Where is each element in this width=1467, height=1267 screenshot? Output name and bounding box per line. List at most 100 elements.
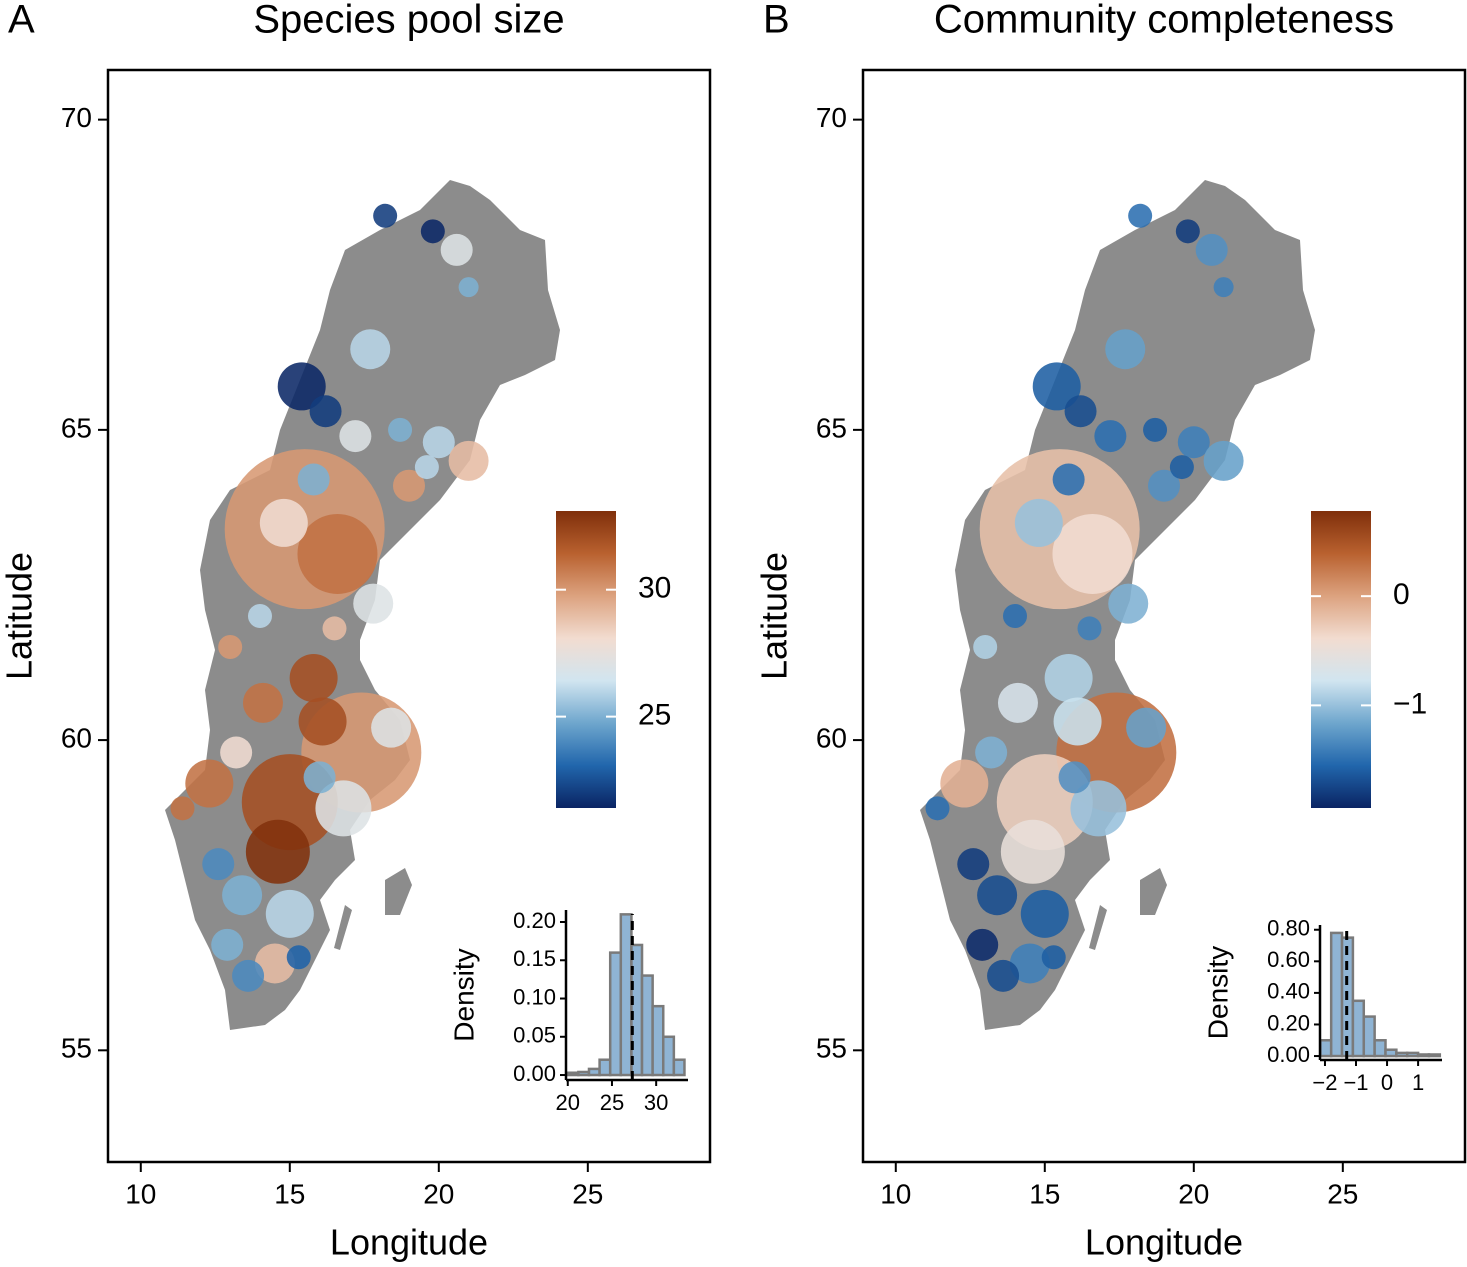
histogram-bar bbox=[566, 1071, 580, 1077]
site-point bbox=[242, 682, 283, 723]
site-point bbox=[373, 203, 398, 228]
site-point bbox=[297, 513, 378, 594]
site-point bbox=[388, 417, 413, 442]
site-point bbox=[1044, 654, 1093, 703]
x-tick-label: 25 bbox=[1327, 1178, 1358, 1209]
site-point bbox=[1070, 780, 1127, 837]
histogram-bar bbox=[661, 1035, 676, 1077]
site-point bbox=[1053, 697, 1102, 746]
site-point bbox=[1064, 395, 1097, 428]
site-point bbox=[247, 604, 272, 628]
site-point bbox=[1009, 943, 1050, 984]
inset-y-tick-label: 0.60 bbox=[1267, 947, 1310, 972]
site-point bbox=[440, 233, 473, 266]
site-point bbox=[1143, 417, 1168, 442]
histogram-bar bbox=[1405, 1051, 1420, 1058]
site-point bbox=[1002, 604, 1027, 628]
site-point bbox=[987, 959, 1020, 992]
site-point bbox=[353, 583, 394, 624]
site-point bbox=[940, 759, 989, 808]
site-point bbox=[254, 943, 295, 984]
site-point bbox=[1108, 583, 1149, 624]
inset-y-tick-label: 0.05 bbox=[513, 1023, 556, 1048]
site-point bbox=[973, 635, 998, 660]
site-point bbox=[1020, 889, 1069, 938]
inset-y-tick-label: 0.00 bbox=[513, 1061, 556, 1086]
site-point bbox=[1213, 277, 1234, 298]
histogram-bar bbox=[1416, 1053, 1431, 1058]
histogram-bar bbox=[1373, 1039, 1387, 1058]
y-tick-label: 60 bbox=[816, 722, 847, 753]
site-point bbox=[966, 928, 999, 961]
histogram-bar bbox=[1395, 1051, 1409, 1058]
inset-y-label: Density bbox=[448, 948, 479, 1041]
x-axis-label: Longitude bbox=[330, 1222, 488, 1263]
site-point bbox=[414, 455, 439, 480]
y-tick-label: 65 bbox=[816, 412, 847, 443]
inset-y-tick-label: 0.40 bbox=[1267, 979, 1310, 1004]
histogram-bar bbox=[651, 1004, 665, 1077]
site-point bbox=[277, 362, 326, 411]
site-point bbox=[925, 796, 950, 821]
inset-y-tick-label: 0.80 bbox=[1267, 916, 1310, 941]
site-point bbox=[1058, 761, 1091, 794]
site-point bbox=[1169, 455, 1194, 480]
histogram-bar bbox=[1319, 1039, 1333, 1058]
histogram-bar bbox=[577, 1070, 591, 1077]
panel-label: B bbox=[763, 0, 790, 42]
site-point bbox=[1041, 945, 1066, 970]
site-point bbox=[1203, 440, 1244, 481]
inset-y-tick-label: 0.10 bbox=[513, 984, 556, 1009]
histogram-bar bbox=[598, 1058, 612, 1077]
site-point bbox=[170, 796, 195, 821]
site-point bbox=[1052, 463, 1085, 496]
histogram-bar bbox=[672, 1058, 686, 1077]
site-point bbox=[1032, 362, 1081, 411]
site-point bbox=[222, 875, 263, 916]
site-point bbox=[286, 945, 311, 970]
histogram-bar bbox=[1384, 1048, 1398, 1058]
site-point bbox=[371, 707, 412, 748]
site-point bbox=[350, 329, 391, 370]
site-point bbox=[245, 819, 310, 884]
site-point bbox=[297, 463, 330, 496]
x-tick-label: 25 bbox=[572, 1178, 603, 1209]
histogram-bar bbox=[630, 943, 644, 1077]
chart-title: Species pool size bbox=[253, 0, 564, 42]
histogram-bar bbox=[619, 913, 633, 1077]
colorbar bbox=[1311, 511, 1371, 808]
colorbar-tick-label: −1 bbox=[1393, 687, 1427, 720]
site-point bbox=[218, 635, 243, 660]
y-tick-label: 55 bbox=[816, 1033, 847, 1064]
site-point bbox=[298, 697, 347, 746]
inset-x-tick-label: 25 bbox=[600, 1090, 624, 1115]
site-point bbox=[1195, 233, 1228, 266]
inset-x-tick-label: 30 bbox=[644, 1090, 668, 1115]
site-point bbox=[289, 654, 338, 703]
site-point bbox=[1126, 707, 1167, 748]
inset-y-tick-label: 0.00 bbox=[1267, 1042, 1310, 1067]
site-point bbox=[322, 616, 347, 641]
chart-title: Community completeness bbox=[934, 0, 1394, 42]
site-point bbox=[393, 469, 425, 502]
plot-frame bbox=[106, 68, 712, 1164]
histogram-bar bbox=[640, 974, 654, 1077]
site-point bbox=[259, 498, 308, 547]
colorbar bbox=[556, 511, 616, 808]
site-point bbox=[977, 875, 1018, 916]
y-tick-label: 65 bbox=[61, 412, 92, 443]
site-point bbox=[1175, 219, 1200, 244]
colorbar-tick-label: 25 bbox=[638, 699, 671, 732]
site-point bbox=[315, 780, 372, 837]
inset-y-tick-label: 0.15 bbox=[513, 946, 556, 971]
site-point bbox=[339, 420, 372, 453]
y-tick-label: 70 bbox=[816, 102, 847, 133]
panel-label: A bbox=[8, 0, 35, 42]
site-point bbox=[997, 682, 1038, 723]
y-tick-label: 70 bbox=[61, 102, 92, 133]
site-point bbox=[220, 736, 253, 769]
site-point bbox=[420, 219, 445, 244]
site-point bbox=[211, 928, 244, 961]
